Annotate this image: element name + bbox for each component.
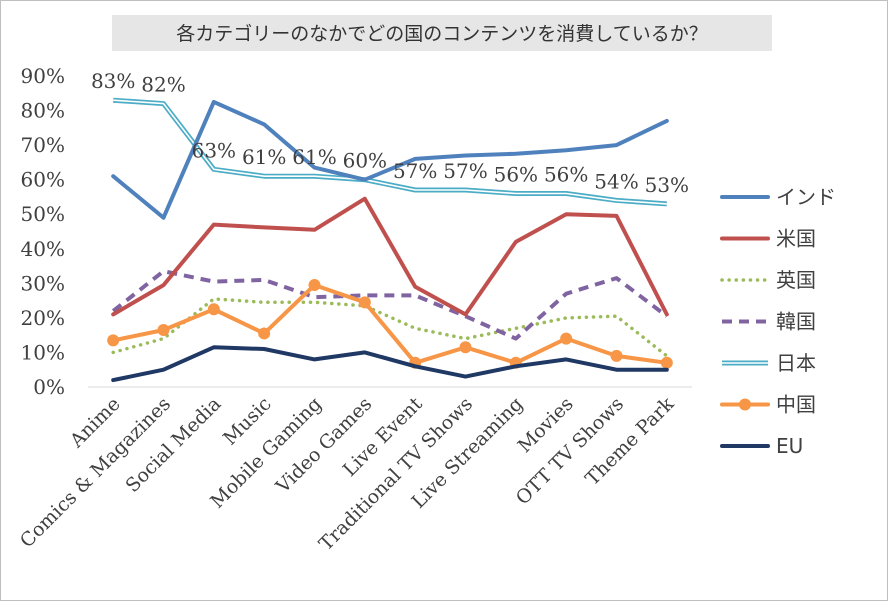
legend-label: インド [776,185,836,209]
data-label: 56% [544,162,588,186]
series-日本 [113,97,667,207]
data-label: 57% [443,159,487,183]
data-label: 53% [645,173,689,197]
legend-item: 中国 [720,393,816,417]
y-axis: 0% 10% 20% 30% 40% 50% 60% 70% 80% 90% [21,64,65,399]
legend-label: 中国 [776,393,816,417]
legend-label: 英国 [776,268,816,292]
series-marker [258,327,271,340]
series-marker [610,349,623,362]
legend-marker [739,398,751,411]
data-label: 56% [494,162,538,186]
y-tick-label: 0% [33,375,65,399]
series-EU [111,345,669,383]
series-marker [358,296,371,309]
data-labels: 83% 82%63% 61% 61% 60% 57% 57% 56% 56% 54% 53% [91,69,689,197]
y-tick-label: 10% [21,340,65,364]
y-tick-label: 20% [21,306,65,330]
legend-label: EU [776,434,803,458]
series-米国 [111,196,669,317]
series-英国 [111,297,669,358]
series-marker [459,341,472,354]
legend-item: 米国 [720,227,816,251]
series-line [111,99,669,220]
series-line [111,297,669,358]
data-label: 57% [393,159,437,183]
y-tick-label: 40% [21,237,65,261]
series-line [111,283,669,365]
data-label: 61% [292,145,336,169]
legend-label: 日本 [776,351,816,375]
series-marker [207,303,220,316]
legend-label: 米国 [776,227,816,251]
y-tick-label: 50% [21,202,65,226]
data-label: 82% [141,73,185,97]
legend-item: インド [720,185,836,209]
y-tick-label: 70% [21,133,65,157]
data-label: 63% [192,138,236,162]
data-label: 60% [343,149,387,173]
y-tick-label: 60% [21,168,65,192]
legend-item: 日本 [722,351,816,375]
series-line [111,196,669,317]
y-tick-label: 80% [21,99,65,123]
series-marker [157,323,170,336]
series-line [111,345,669,383]
data-label: 61% [242,145,286,169]
chart-title-background [112,15,772,51]
legend-item: EU [720,434,803,458]
data-label: 83% [91,69,135,93]
chart-title: 各カテゴリーのなかでどの国のコンテンツを消費しているか？ [176,23,707,45]
y-tick-label: 30% [21,271,65,295]
series-インド [111,99,669,220]
series-中国 [107,279,673,369]
data-label: 54% [594,169,638,193]
series-layer [107,97,673,383]
series-marker [107,334,120,347]
series-line [111,269,669,341]
series-韓国 [111,269,669,341]
series-marker [660,356,673,369]
legend-label: 韓国 [776,310,816,334]
y-tick-label: 90% [21,64,65,88]
series-marker [308,279,321,292]
legend-item: 英国 [720,268,816,292]
legend-item: 韓国 [722,310,816,334]
series-marker [560,332,573,345]
series-line-inner [113,99,667,205]
